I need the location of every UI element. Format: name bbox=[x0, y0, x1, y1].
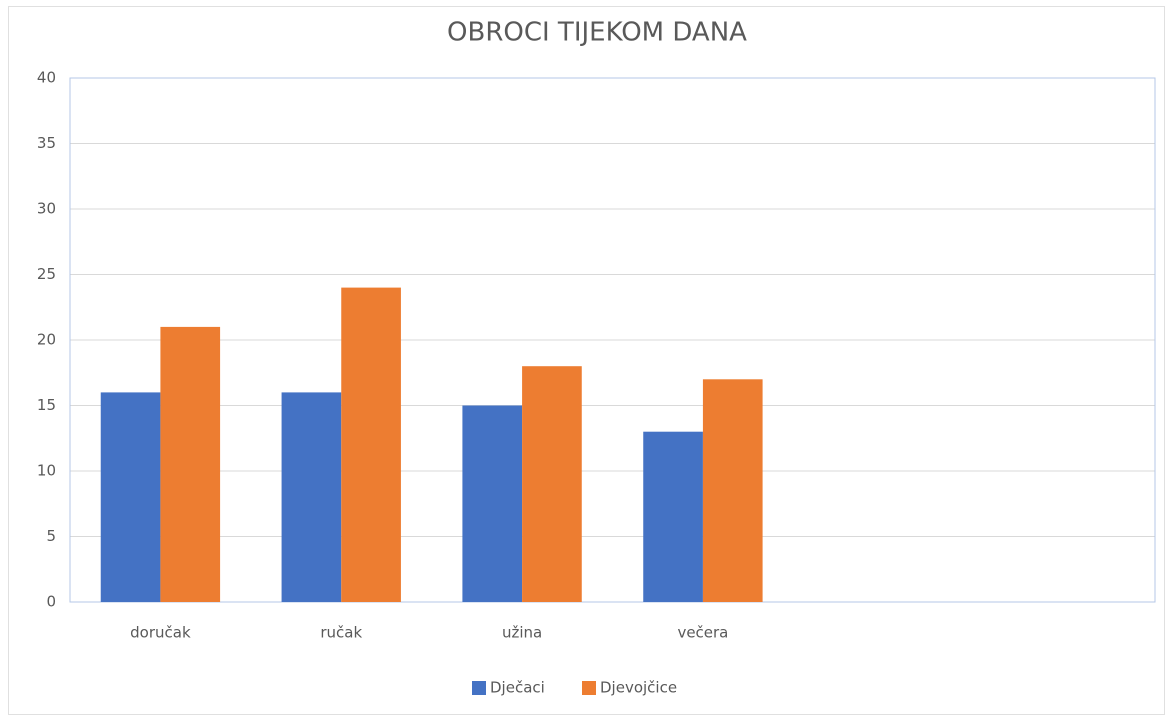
x-tick-label: užina bbox=[502, 624, 542, 642]
legend-label: Djevojčice bbox=[600, 679, 677, 697]
bar bbox=[522, 366, 582, 602]
x-tick-label: večera bbox=[677, 624, 728, 642]
y-tick-label: 20 bbox=[37, 331, 56, 349]
chart-title: OBROCI TIJEKOM DANA bbox=[447, 18, 747, 48]
legend-label: Dječaci bbox=[490, 679, 545, 697]
y-tick-label: 0 bbox=[46, 593, 56, 611]
bar bbox=[341, 287, 401, 602]
y-tick-label: 35 bbox=[37, 134, 56, 152]
bar bbox=[462, 405, 523, 602]
legend-swatch bbox=[472, 681, 486, 695]
bar bbox=[160, 326, 221, 602]
x-tick-label: ručak bbox=[320, 624, 362, 642]
y-tick-label: 40 bbox=[37, 69, 56, 87]
x-tick-label: doručak bbox=[130, 624, 191, 642]
y-tick-label: 10 bbox=[37, 462, 56, 480]
bar bbox=[100, 392, 161, 602]
plot-area bbox=[69, 77, 1156, 603]
y-tick-label: 30 bbox=[37, 200, 56, 218]
bar bbox=[702, 379, 763, 602]
y-tick-label: 25 bbox=[37, 265, 56, 283]
y-tick-label: 5 bbox=[46, 527, 56, 545]
bar bbox=[643, 431, 703, 602]
legend-swatch bbox=[582, 681, 596, 695]
y-tick-label: 15 bbox=[37, 396, 56, 414]
bar bbox=[281, 392, 342, 602]
